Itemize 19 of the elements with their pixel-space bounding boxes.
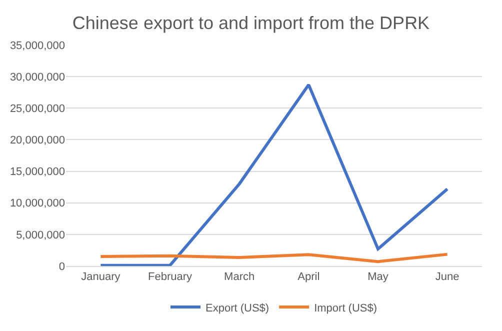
y-tick-label: 30,000,000	[10, 71, 65, 84]
x-tick-label: March	[224, 271, 255, 284]
x-tick-label: April	[298, 271, 320, 284]
y-tick-label: 0	[58, 260, 65, 273]
line-series	[99, 83, 449, 266]
x-tick-label: June	[435, 271, 460, 284]
chart-title: Chinese export to and import from the DPRK	[72, 13, 430, 34]
y-tick-label: 35,000,000	[10, 40, 65, 52]
y-tick-label: 15,000,000	[10, 166, 65, 178]
y-tick-label: 5,000,000	[16, 229, 65, 242]
y-tick-label: 20,000,000	[10, 134, 65, 147]
line-series	[99, 252, 449, 264]
x-tick-label: May	[368, 271, 389, 284]
y-tick-label: 10,000,000	[10, 198, 65, 210]
x-tick-label: January	[81, 271, 121, 284]
y-tick-label: 25,000,000	[10, 102, 65, 115]
legend-label: Import (US$)	[314, 302, 378, 314]
x-tick-label: February	[148, 271, 192, 284]
legend-label: Export (US$)	[206, 302, 270, 314]
